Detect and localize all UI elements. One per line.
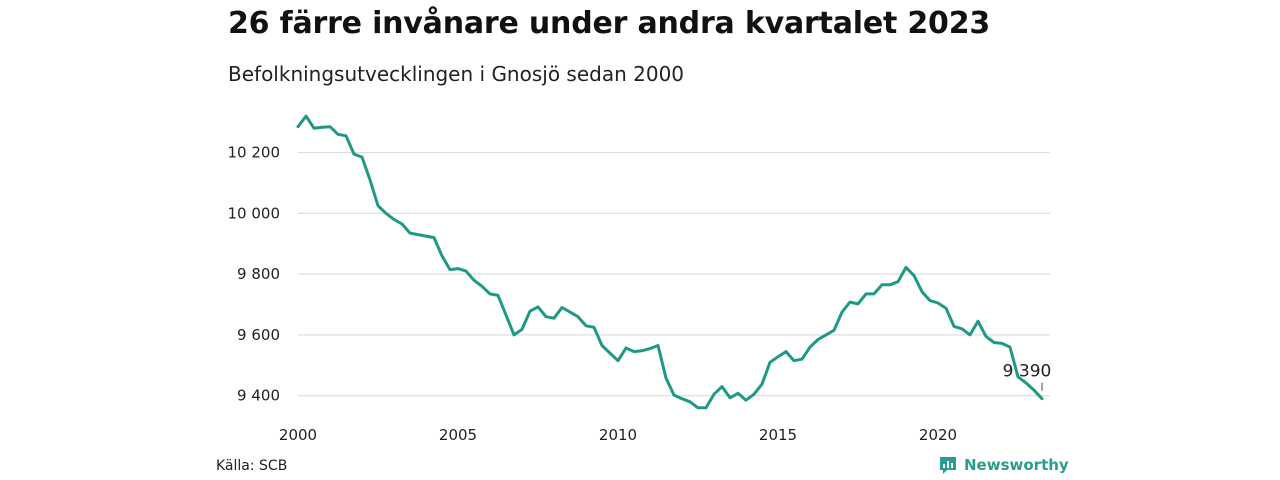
chart-title: 26 färre invånare under andra kvartalet …	[228, 6, 991, 41]
end-value-label: 9 390	[1003, 362, 1052, 382]
x-axis-ticks: 2000 2005 2010 2015 2020	[279, 426, 957, 444]
y-tick-label: 9 800	[237, 265, 280, 283]
series-layer	[296, 114, 1044, 410]
grid-lines	[298, 151, 1050, 397]
chart-subtitle: Befolkningsutvecklingen i Gnosjö sedan 2…	[228, 62, 685, 86]
annotation-layer: 9 390	[1003, 362, 1052, 391]
y-tick-label: 9 600	[237, 326, 280, 344]
y-tick-label: 9 400	[237, 387, 280, 405]
x-tick-label: 2000	[279, 426, 317, 444]
source-note: Källa: SCB	[216, 458, 288, 474]
line-chart: 9 400 9 600 9 800 10 000 10 200 2000 2005 2010…	[228, 114, 1052, 444]
y-axis-ticks: 9 400 9 600 9 800 10 000 10 200	[228, 144, 281, 405]
y-tick-label: 10 000	[228, 204, 281, 222]
x-tick-label: 2010	[599, 426, 637, 444]
brand-name: Newsworthy	[964, 456, 1069, 474]
newsworthy-logo[interactable]: Newsworthy	[938, 455, 1069, 475]
x-tick-label: 2015	[759, 426, 797, 444]
series-line	[296, 114, 1044, 410]
newsworthy-icon	[940, 457, 956, 474]
x-tick-label: 2005	[439, 426, 477, 444]
y-tick-label: 10 200	[228, 144, 281, 162]
x-tick-label: 2020	[919, 426, 957, 444]
